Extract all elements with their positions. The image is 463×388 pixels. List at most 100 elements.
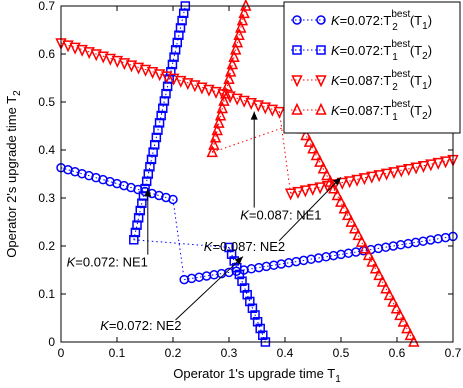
series-line <box>60 167 174 200</box>
data-point <box>366 254 378 267</box>
data-point <box>208 137 220 150</box>
legend-entry-2: K=0.087:Tbest 2 (T1) <box>291 69 432 93</box>
legend-label: K=0.087:Tbest 2 (T1) <box>331 69 432 93</box>
data-point <box>196 82 208 95</box>
annotation-text: K=0.087: NE2 <box>204 239 285 254</box>
legend-label: K=0.072:Tbest 1 (T2) <box>331 39 432 63</box>
annotation-arrow <box>278 177 342 242</box>
y-tick-label: 0.7 <box>38 0 55 13</box>
data-point <box>342 208 354 221</box>
data-point <box>236 13 249 26</box>
data-point <box>216 101 228 114</box>
data-point <box>307 183 319 196</box>
data-point <box>250 310 260 320</box>
data-point <box>245 97 257 110</box>
data-point <box>336 177 348 190</box>
data-point <box>62 40 74 53</box>
data-point <box>284 188 297 201</box>
data-point <box>104 53 117 66</box>
data-point <box>240 0 252 11</box>
x-tick-label: 0.6 <box>389 346 406 360</box>
data-point <box>397 314 410 327</box>
data-point <box>401 321 413 334</box>
annotation-text: K=0.087: NE1 <box>240 208 321 223</box>
legend-label: K=0.087:Tbest 1 (T2) <box>331 99 432 123</box>
data-point <box>168 73 180 86</box>
arrow-head <box>332 177 341 186</box>
data-point <box>366 171 378 184</box>
data-point <box>242 289 252 300</box>
data-point <box>226 249 237 259</box>
data-point <box>299 185 312 198</box>
data-point <box>300 128 312 141</box>
data-point <box>317 161 330 174</box>
plot-frame <box>60 5 454 343</box>
y-tick-label: 0.5 <box>38 95 55 109</box>
data-point <box>314 182 326 195</box>
data-point <box>239 283 250 293</box>
data-point <box>324 174 336 187</box>
annotation-arrow <box>175 256 244 321</box>
legend-marker <box>316 45 326 55</box>
data-point <box>307 141 319 154</box>
data-point <box>237 276 247 286</box>
data-point <box>210 86 222 99</box>
data-point <box>343 176 356 189</box>
data-point <box>425 159 437 172</box>
data-point <box>410 162 422 175</box>
axis-ticks: 0 0.1 0.2 0.3 0.4 0.5 0.6 0.7 0 0.1 0.2 0.3 0.4 0.5 0.… <box>38 0 461 360</box>
data-point <box>231 35 244 48</box>
data-point <box>331 188 343 201</box>
data-point <box>362 248 375 261</box>
data-point <box>218 93 230 106</box>
data-point <box>146 66 159 79</box>
x-tick-label: 0.2 <box>165 346 182 360</box>
data-point <box>352 228 364 241</box>
data-point <box>245 296 255 307</box>
data-point <box>273 106 286 119</box>
data-point <box>404 328 417 341</box>
data-point <box>403 164 415 177</box>
legend-label: K=0.072:Tbest 2 (T1) <box>331 9 432 33</box>
data-point <box>234 269 245 280</box>
data-point <box>388 167 400 180</box>
y-tick-label: 0.1 <box>38 287 55 301</box>
legend: K=0.072:Tbest 2 (T1) K=0.072:Tbest 1 (T2) K=0.… <box>283 1 461 134</box>
annotation: K=0.072: NE2 <box>100 256 244 333</box>
data-point <box>203 84 215 97</box>
y-tick-label: 0.2 <box>38 239 55 253</box>
data-point <box>90 49 102 62</box>
arrow-head <box>234 256 243 265</box>
legend-marker <box>292 45 302 55</box>
legend-entry-1: K=0.072:Tbest 1 (T2) <box>291 39 432 63</box>
data-point <box>214 108 227 121</box>
x-axis-title: Operator 1's upgrade time T1 <box>173 366 341 385</box>
legend-box <box>283 1 461 134</box>
series-line <box>184 235 454 281</box>
x-tick-label: 0.1 <box>109 346 126 360</box>
data-point <box>76 44 88 57</box>
data-point <box>417 160 430 173</box>
data-point <box>226 57 239 70</box>
data-point <box>395 165 408 178</box>
data-point <box>83 47 95 60</box>
data-point <box>252 316 263 327</box>
data-point <box>292 186 304 199</box>
data-point <box>255 323 265 334</box>
data-point <box>211 123 223 136</box>
data-point <box>219 86 232 99</box>
data-point <box>153 69 166 82</box>
y-tick-label: 0.6 <box>38 47 55 61</box>
data-point <box>383 288 396 301</box>
data-point <box>303 134 316 147</box>
data-point <box>69 42 81 55</box>
data-point <box>348 221 361 234</box>
data-point <box>369 261 382 274</box>
data-point <box>238 6 250 19</box>
arrow-head <box>250 111 258 120</box>
data-point <box>175 75 187 88</box>
data-point <box>314 154 326 167</box>
annotation-text: K=0.072: NE2 <box>100 318 181 333</box>
data-point <box>252 100 264 113</box>
